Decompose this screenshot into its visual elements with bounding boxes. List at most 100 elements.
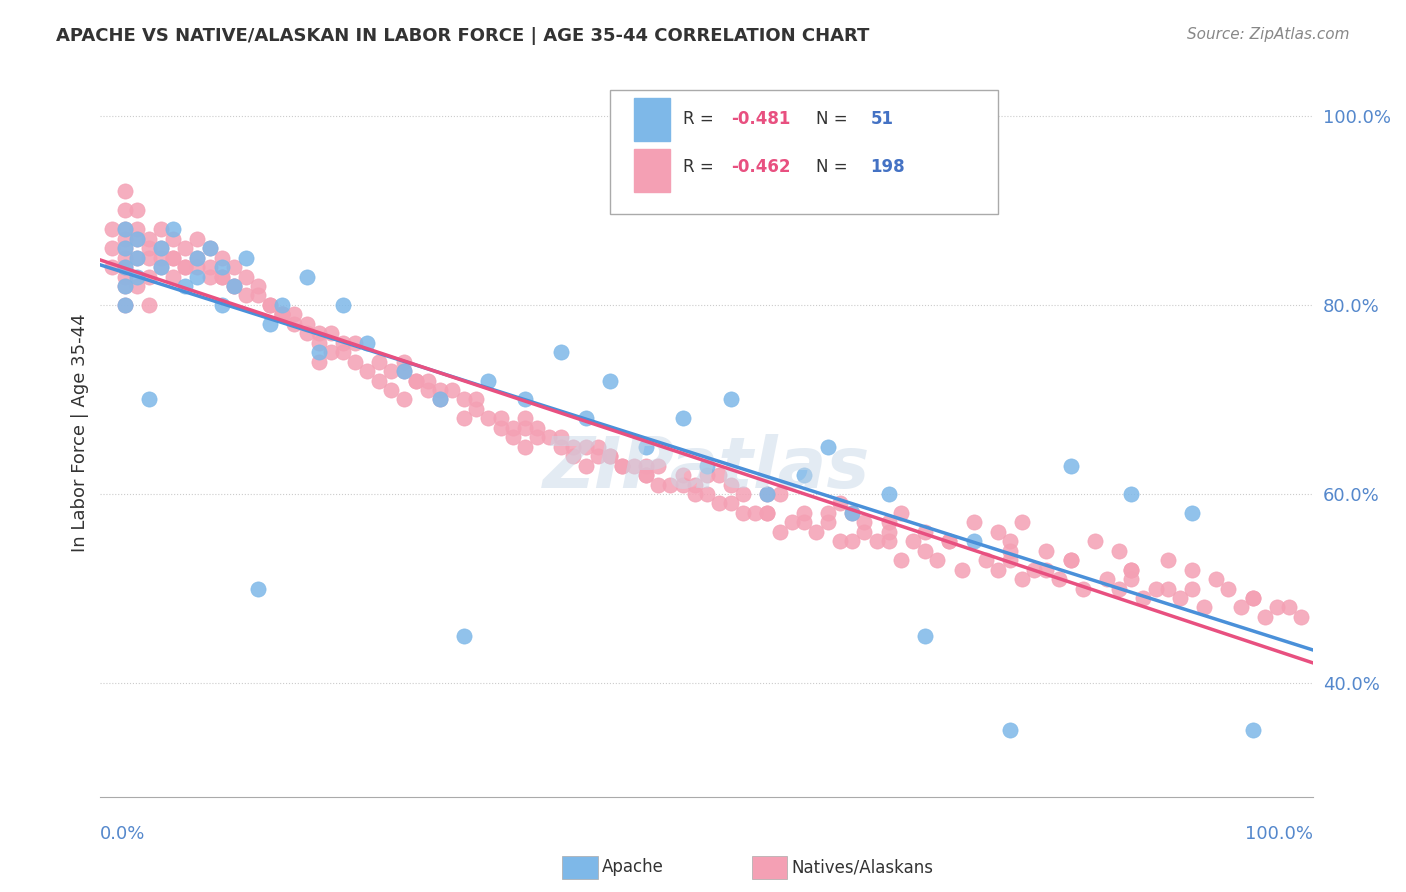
Point <box>1265 600 1288 615</box>
Point <box>150 260 173 274</box>
Text: Source: ZipAtlas.com: Source: ZipAtlas.com <box>1187 27 1350 42</box>
Point <box>1121 487 1143 501</box>
Point <box>405 374 427 388</box>
Point <box>707 468 730 483</box>
Point <box>295 269 318 284</box>
Text: R =: R = <box>682 158 718 176</box>
Point <box>247 582 270 596</box>
Point <box>599 449 621 463</box>
Point <box>114 203 136 218</box>
Point <box>647 477 669 491</box>
Point <box>1289 610 1312 624</box>
Point <box>186 232 208 246</box>
Point <box>114 298 136 312</box>
Point <box>101 222 124 236</box>
Point <box>271 298 294 312</box>
Point <box>211 298 233 312</box>
Point <box>841 534 863 549</box>
Point <box>101 241 124 255</box>
Point <box>707 496 730 510</box>
Point <box>720 392 742 407</box>
Point <box>174 241 197 255</box>
Point <box>987 524 1010 539</box>
Point <box>211 269 233 284</box>
Point <box>429 383 451 397</box>
Point <box>502 430 524 444</box>
Point <box>125 232 148 246</box>
Point <box>150 251 173 265</box>
Point <box>877 534 900 549</box>
FancyBboxPatch shape <box>634 149 671 193</box>
Point <box>114 279 136 293</box>
Point <box>1047 572 1070 586</box>
Point <box>308 354 330 368</box>
Point <box>138 298 160 312</box>
Text: -0.481: -0.481 <box>731 111 790 128</box>
Point <box>830 496 852 510</box>
Point <box>963 516 986 530</box>
Point <box>198 269 221 284</box>
Text: Natives/Alaskans: Natives/Alaskans <box>792 858 934 876</box>
Point <box>817 516 839 530</box>
Point <box>150 241 173 255</box>
Point <box>211 269 233 284</box>
Point <box>138 232 160 246</box>
Point <box>1278 600 1301 615</box>
Point <box>1095 572 1118 586</box>
Point <box>138 269 160 284</box>
Point <box>125 203 148 218</box>
Point <box>574 458 596 473</box>
Point <box>1157 553 1180 567</box>
Point <box>198 241 221 255</box>
Point <box>502 421 524 435</box>
Point <box>174 260 197 274</box>
Point <box>380 364 402 378</box>
Point <box>756 487 779 501</box>
Point <box>1035 563 1057 577</box>
Point <box>733 487 755 501</box>
FancyBboxPatch shape <box>634 97 671 141</box>
Point <box>319 326 342 341</box>
Point <box>138 392 160 407</box>
Point <box>1060 553 1083 567</box>
Point <box>853 516 876 530</box>
Point <box>332 335 354 350</box>
Point <box>733 506 755 520</box>
Point <box>416 383 439 397</box>
Point <box>308 345 330 359</box>
Point <box>683 477 706 491</box>
Point <box>636 440 658 454</box>
Point <box>162 269 184 284</box>
Point <box>162 251 184 265</box>
Point <box>222 260 245 274</box>
Point <box>1108 582 1130 596</box>
Point <box>938 534 960 549</box>
Point <box>392 364 415 378</box>
Point <box>720 496 742 510</box>
Point <box>125 269 148 284</box>
Point <box>319 345 342 359</box>
Point <box>114 260 136 274</box>
Point <box>998 534 1021 549</box>
Point <box>1121 563 1143 577</box>
Text: -0.462: -0.462 <box>731 158 790 176</box>
Point <box>513 392 536 407</box>
Point <box>696 487 718 501</box>
Point <box>138 241 160 255</box>
Point <box>271 307 294 321</box>
Point <box>332 345 354 359</box>
Point <box>1192 600 1215 615</box>
Point <box>513 421 536 435</box>
Text: 198: 198 <box>870 158 905 176</box>
Point <box>963 534 986 549</box>
Point <box>938 534 960 549</box>
Point <box>114 241 136 255</box>
Point <box>356 364 378 378</box>
Point <box>235 288 257 302</box>
Point <box>1181 506 1204 520</box>
Point <box>623 458 645 473</box>
Point <box>453 392 475 407</box>
Point <box>610 458 633 473</box>
Point <box>1181 563 1204 577</box>
Point <box>186 260 208 274</box>
